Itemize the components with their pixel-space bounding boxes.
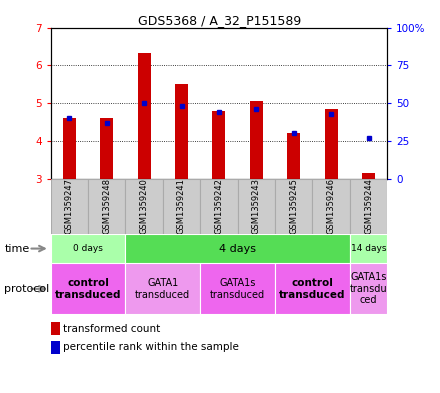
Bar <box>325 109 337 179</box>
Text: transformed count: transformed count <box>63 323 161 334</box>
Text: GATA1s
transdu
ced: GATA1s transdu ced <box>350 272 387 305</box>
Text: GATA1s
transduced: GATA1s transduced <box>210 278 265 299</box>
Text: GSM1359240: GSM1359240 <box>139 178 149 234</box>
Bar <box>200 179 238 234</box>
Bar <box>350 263 387 314</box>
Text: GSM1359248: GSM1359248 <box>102 178 111 234</box>
Text: GSM1359246: GSM1359246 <box>326 178 336 234</box>
Text: 14 days: 14 days <box>351 244 386 253</box>
Bar <box>88 179 125 234</box>
Text: GSM1359242: GSM1359242 <box>214 178 224 234</box>
Bar <box>125 263 200 314</box>
Bar <box>275 263 350 314</box>
Bar <box>350 234 387 263</box>
Text: GSM1359244: GSM1359244 <box>364 178 373 234</box>
Text: time: time <box>4 244 29 253</box>
Bar <box>350 179 387 234</box>
Bar <box>250 101 263 179</box>
Text: control
transduced: control transduced <box>55 278 121 299</box>
Text: control
transduced: control transduced <box>279 278 346 299</box>
Bar <box>51 263 125 314</box>
Bar <box>51 341 60 354</box>
Bar <box>362 173 375 179</box>
Bar <box>163 179 200 234</box>
Bar <box>238 179 275 234</box>
Bar <box>63 118 76 179</box>
Bar <box>175 84 188 179</box>
Text: 0 days: 0 days <box>73 244 103 253</box>
Text: protocol: protocol <box>4 284 50 294</box>
Bar <box>312 179 350 234</box>
Bar <box>125 234 350 263</box>
Text: GSM1359247: GSM1359247 <box>65 178 74 234</box>
Bar <box>51 234 125 263</box>
Text: GSM1359241: GSM1359241 <box>177 178 186 234</box>
Bar <box>138 53 150 179</box>
Text: 4 days: 4 days <box>219 244 256 253</box>
Bar <box>51 179 88 234</box>
Bar <box>125 179 163 234</box>
Bar <box>51 322 60 335</box>
Text: GSM1359243: GSM1359243 <box>252 178 261 234</box>
Bar <box>287 133 300 179</box>
Text: GATA1
transduced: GATA1 transduced <box>135 278 191 299</box>
Text: GDS5368 / A_32_P151589: GDS5368 / A_32_P151589 <box>138 14 302 27</box>
Bar <box>100 118 113 179</box>
Bar <box>275 179 312 234</box>
Bar <box>200 263 275 314</box>
Text: percentile rank within the sample: percentile rank within the sample <box>63 342 239 353</box>
Text: GSM1359245: GSM1359245 <box>289 178 298 234</box>
Bar <box>213 112 225 179</box>
